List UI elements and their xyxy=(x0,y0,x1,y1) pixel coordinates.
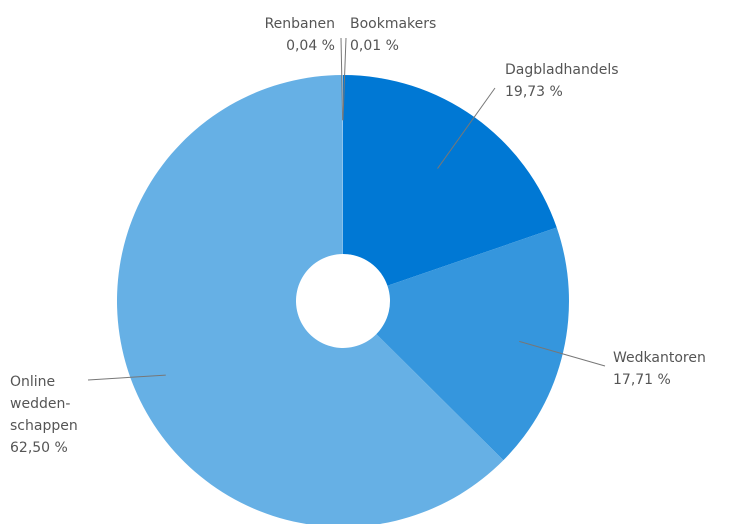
value-label: 62,50 % xyxy=(10,440,68,456)
slice xyxy=(117,75,504,524)
leader-line xyxy=(340,37,344,121)
slice xyxy=(343,75,557,286)
category-label: Bookmakers xyxy=(350,16,437,32)
slice-label: Renbanen 0,04 % xyxy=(265,13,335,57)
category-label: Online wedden-schappen xyxy=(10,374,78,434)
leader-line xyxy=(519,340,606,367)
leader-line xyxy=(342,37,347,121)
category-label: Dagbladhandels xyxy=(505,62,619,78)
slice-label: Dagbladhandels 19,73 % xyxy=(505,59,619,103)
slice-label: Wedkantoren 17,71 % xyxy=(613,347,706,391)
value-label: 17,71 % xyxy=(613,372,671,388)
value-label: 0,04 % xyxy=(286,38,335,54)
category-label: Wedkantoren xyxy=(613,350,706,366)
category-label: Renbanen xyxy=(264,16,335,32)
slice-label: Bookmakers 0,01 % xyxy=(350,13,436,57)
slice-label: Online wedden-schappen 62,50 % xyxy=(10,371,90,459)
slice xyxy=(376,227,569,461)
leader-line xyxy=(437,87,496,169)
value-label: 0,01 % xyxy=(350,38,399,54)
value-label: 19,73 % xyxy=(505,84,563,100)
leader-line xyxy=(87,374,166,381)
